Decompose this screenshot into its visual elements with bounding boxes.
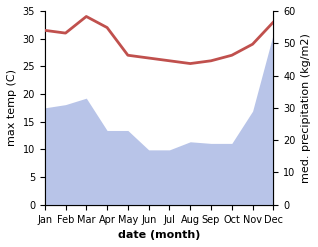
Y-axis label: max temp (C): max temp (C) — [7, 69, 17, 146]
X-axis label: date (month): date (month) — [118, 230, 200, 240]
Y-axis label: med. precipitation (kg/m2): med. precipitation (kg/m2) — [301, 33, 311, 183]
